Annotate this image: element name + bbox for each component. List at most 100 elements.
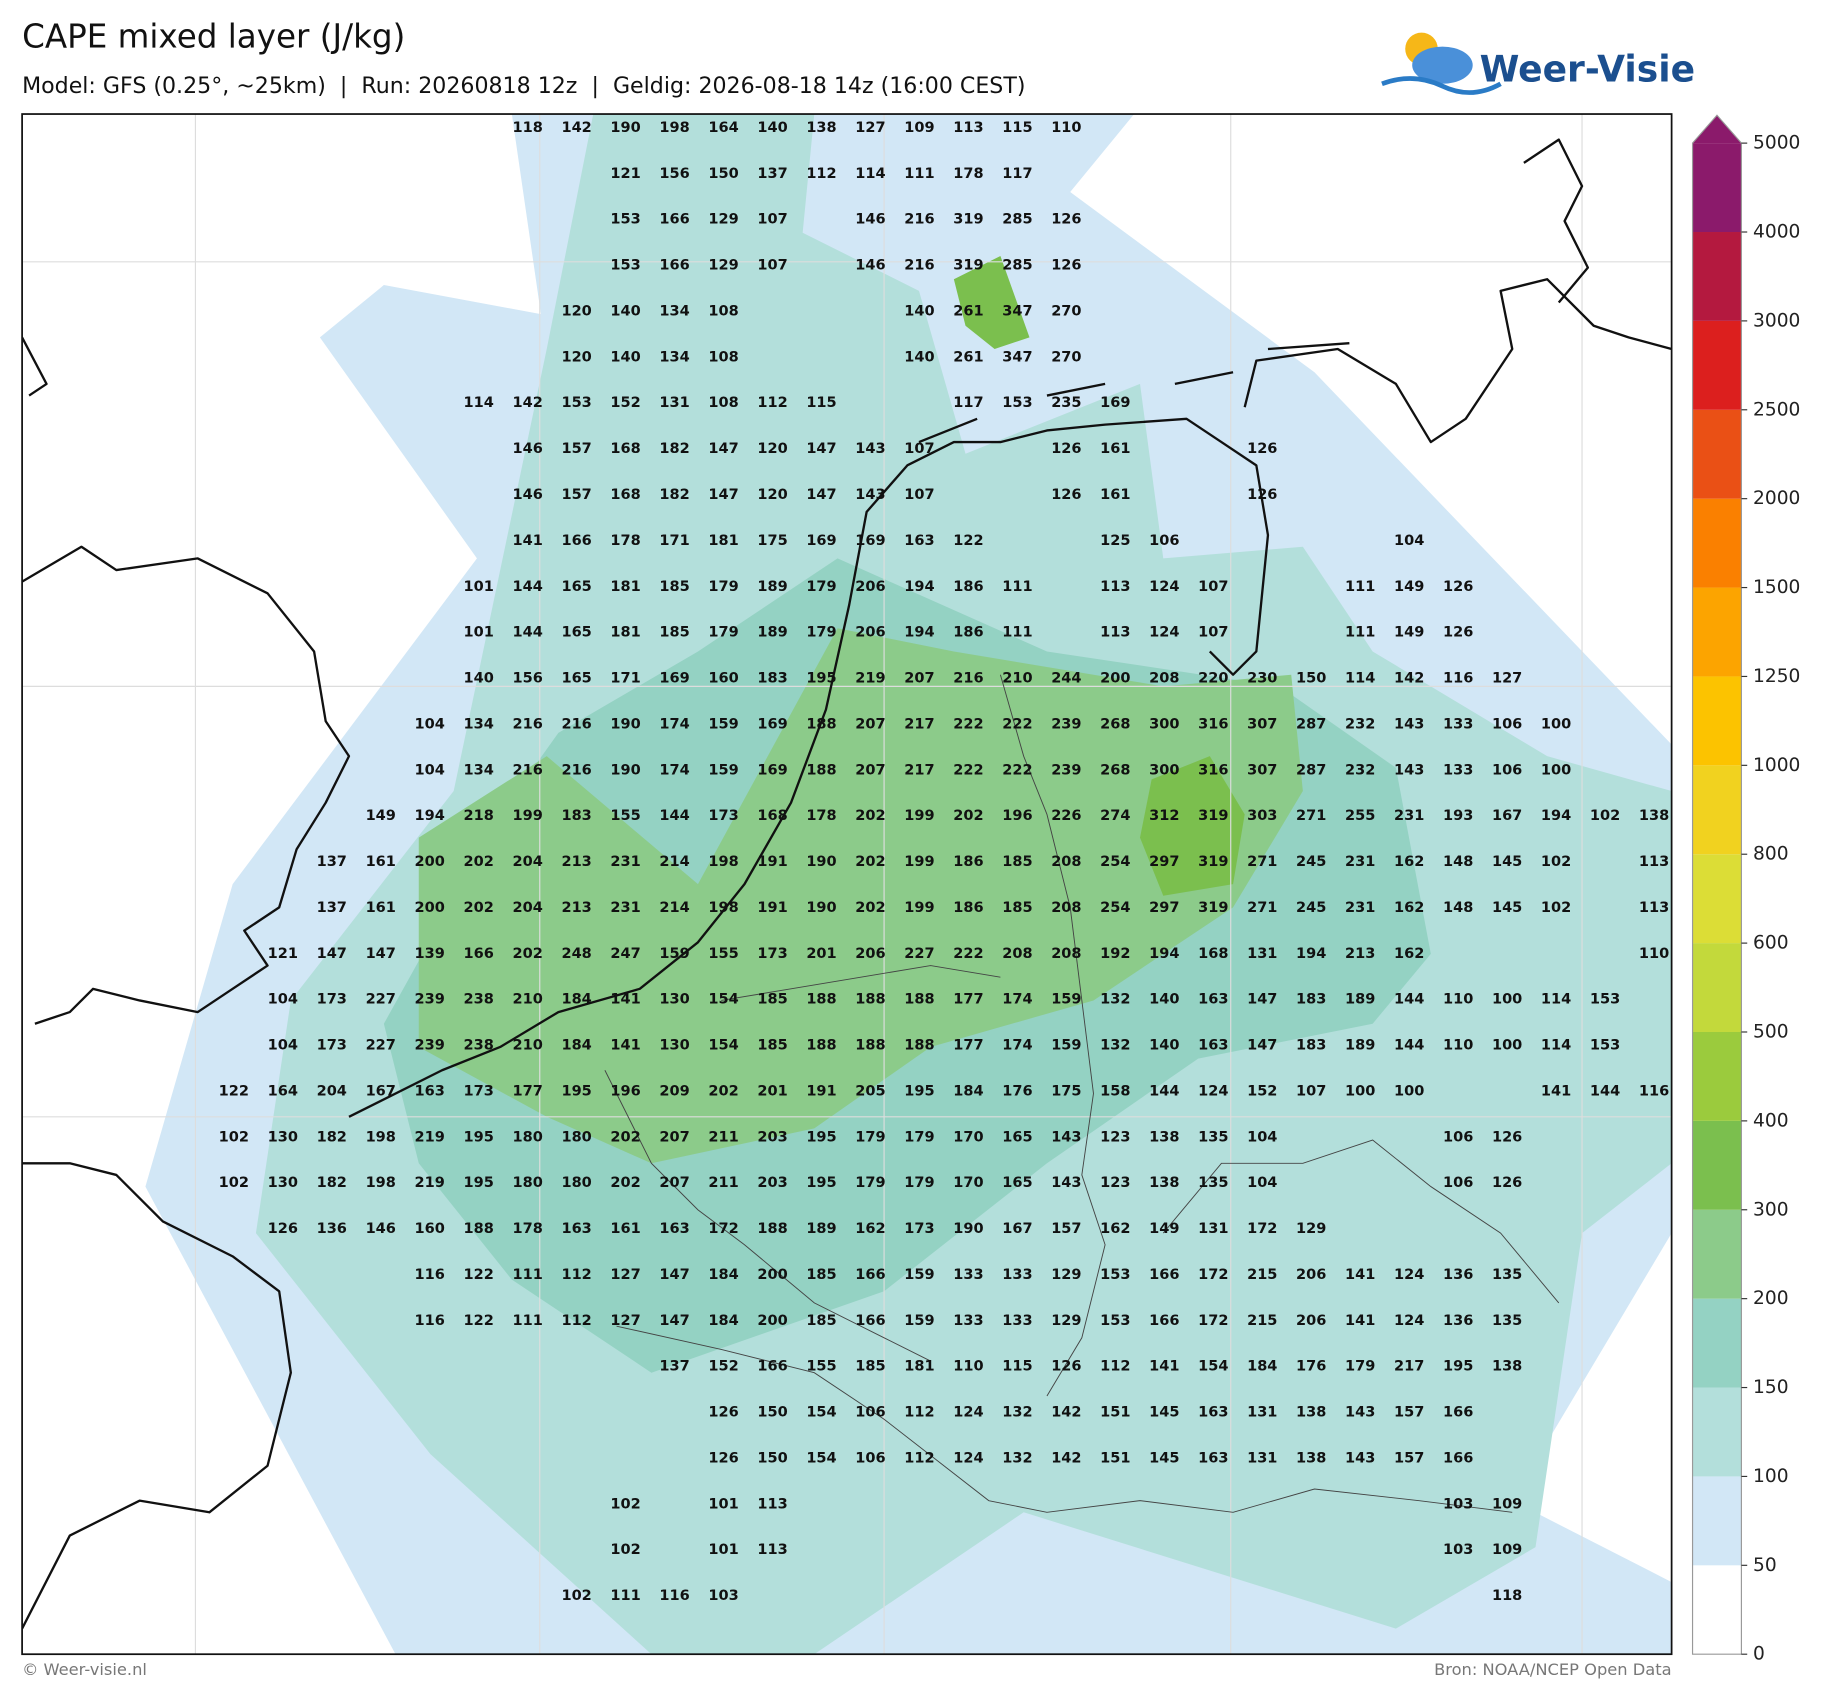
cape-value: 167 xyxy=(1492,808,1522,824)
cape-value: 146 xyxy=(512,441,542,457)
cape-value: 177 xyxy=(512,1083,542,1099)
cape-value: 147 xyxy=(659,1267,689,1283)
cape-value: 207 xyxy=(855,716,885,732)
cape-value: 135 xyxy=(1198,1129,1228,1145)
cape-value: 199 xyxy=(904,900,934,916)
border-east xyxy=(999,674,1106,1397)
cape-value: 145 xyxy=(1492,900,1522,916)
cape-value: 173 xyxy=(708,808,738,824)
cape-value: 238 xyxy=(464,992,494,1008)
cape-value: 153 xyxy=(1100,1313,1130,1329)
colorbar-segment xyxy=(1692,1209,1742,1299)
cape-value: 194 xyxy=(415,808,445,824)
cape-value: 131 xyxy=(1247,1405,1277,1421)
cape-value: 191 xyxy=(757,854,787,870)
cape-value: 141 xyxy=(610,992,640,1008)
cape-value: 189 xyxy=(1345,992,1375,1008)
cape-value: 173 xyxy=(464,1083,494,1099)
cape-value: 195 xyxy=(806,1175,836,1191)
coast-sweden xyxy=(1523,138,1590,304)
cape-value: 169 xyxy=(806,533,836,549)
cape-value: 136 xyxy=(1443,1313,1473,1329)
colorbar-tick-label: 400 xyxy=(1753,1110,1789,1131)
cape-value: 202 xyxy=(512,946,542,962)
cape-value: 190 xyxy=(806,900,836,916)
cape-value: 172 xyxy=(708,1221,738,1237)
cape-value: 194 xyxy=(1296,946,1326,962)
cape-value: 134 xyxy=(659,304,689,320)
cape-value: 113 xyxy=(757,1496,787,1512)
cape-value: 149 xyxy=(1149,1221,1179,1237)
cape-value: 131 xyxy=(1198,1221,1228,1237)
cape-value: 154 xyxy=(806,1405,836,1421)
cape-value: 183 xyxy=(1296,1038,1326,1054)
colorbar-tick-label: 1000 xyxy=(1753,755,1800,776)
cape-value: 165 xyxy=(561,671,591,687)
cape-value: 110 xyxy=(1639,946,1669,962)
cape-value: 208 xyxy=(1051,900,1081,916)
cape-value: 135 xyxy=(1492,1267,1522,1283)
cape-value: 202 xyxy=(708,1083,738,1099)
cape-value: 216 xyxy=(953,671,983,687)
cape-value: 179 xyxy=(708,625,738,641)
cape-value: 110 xyxy=(1051,120,1081,136)
cape-value: 140 xyxy=(757,120,787,136)
cape-value: 300 xyxy=(1149,716,1179,732)
cape-value: 157 xyxy=(561,487,591,503)
cape-value: 114 xyxy=(855,166,885,182)
cape-value: 120 xyxy=(757,487,787,503)
cape-value: 108 xyxy=(708,304,738,320)
cape-value: 153 xyxy=(561,395,591,411)
cape-value: 124 xyxy=(953,1405,983,1421)
cape-value: 239 xyxy=(415,992,445,1008)
cape-value: 129 xyxy=(1051,1313,1081,1329)
cape-value: 174 xyxy=(1002,1038,1032,1054)
cape-value: 210 xyxy=(1002,671,1032,687)
cape-value: 132 xyxy=(1100,1038,1130,1054)
cape-value: 175 xyxy=(1051,1083,1081,1099)
cape-value: 150 xyxy=(757,1405,787,1421)
coast-france-north xyxy=(22,1162,292,1630)
cape-value: 102 xyxy=(219,1175,249,1191)
cape-value: 215 xyxy=(1247,1267,1277,1283)
cape-value: 166 xyxy=(855,1267,885,1283)
cape-value: 182 xyxy=(659,441,689,457)
cape-value: 112 xyxy=(806,166,836,182)
cape-value: 113 xyxy=(953,120,983,136)
cape-value: 126 xyxy=(1051,1359,1081,1375)
cape-value: 111 xyxy=(610,1588,640,1604)
cape-value: 102 xyxy=(561,1588,591,1604)
cape-value: 169 xyxy=(757,762,787,778)
cape-value: 135 xyxy=(1198,1175,1228,1191)
cape-value: 112 xyxy=(904,1450,934,1466)
cape-value: 207 xyxy=(904,671,934,687)
coast-denmark xyxy=(1243,278,1672,444)
logo: Weer-Visie xyxy=(1381,32,1695,95)
cape-value: 135 xyxy=(1492,1313,1522,1329)
cape-value: 172 xyxy=(1198,1313,1228,1329)
cape-value: 131 xyxy=(1247,946,1277,962)
cape-value: 113 xyxy=(1639,900,1669,916)
cape-value: 189 xyxy=(1345,1038,1375,1054)
cape-value: 202 xyxy=(855,854,885,870)
cape-value: 140 xyxy=(1149,992,1179,1008)
cape-value: 108 xyxy=(708,349,738,365)
cape-value: 106 xyxy=(1492,716,1522,732)
cape-value: 138 xyxy=(1149,1129,1179,1145)
cape-value: 213 xyxy=(1345,946,1375,962)
cape-value: 194 xyxy=(904,579,934,595)
cape-value: 199 xyxy=(512,808,542,824)
cape-value: 130 xyxy=(659,1038,689,1054)
cape-value: 104 xyxy=(1247,1129,1277,1145)
cape-value: 200 xyxy=(757,1313,787,1329)
cape-value: 184 xyxy=(708,1313,738,1329)
cape-value: 208 xyxy=(1149,671,1179,687)
cape-value: 117 xyxy=(953,395,983,411)
cape-value: 184 xyxy=(708,1267,738,1283)
colorbar-tick-label: 50 xyxy=(1753,1555,1777,1576)
cape-value: 178 xyxy=(806,808,836,824)
cape-value: 138 xyxy=(1149,1175,1179,1191)
cape-value: 133 xyxy=(1002,1267,1032,1283)
cape-value: 131 xyxy=(659,395,689,411)
cape-value: 144 xyxy=(1394,992,1424,1008)
